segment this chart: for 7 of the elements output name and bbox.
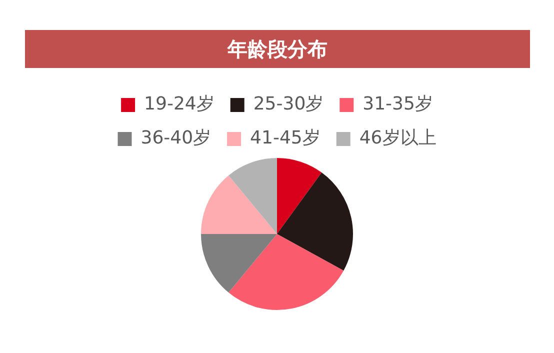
legend-label: 36-40岁 xyxy=(140,128,212,149)
legend-label: 19-24岁 xyxy=(144,94,214,115)
legend-label: 25-30岁 xyxy=(253,94,324,115)
legend-label: 31-35岁 xyxy=(362,94,433,115)
chart-title: 年龄段分布 xyxy=(25,30,530,68)
legend-label: 46岁以上 xyxy=(359,128,436,149)
legend-label: 41-45岁 xyxy=(250,128,320,149)
